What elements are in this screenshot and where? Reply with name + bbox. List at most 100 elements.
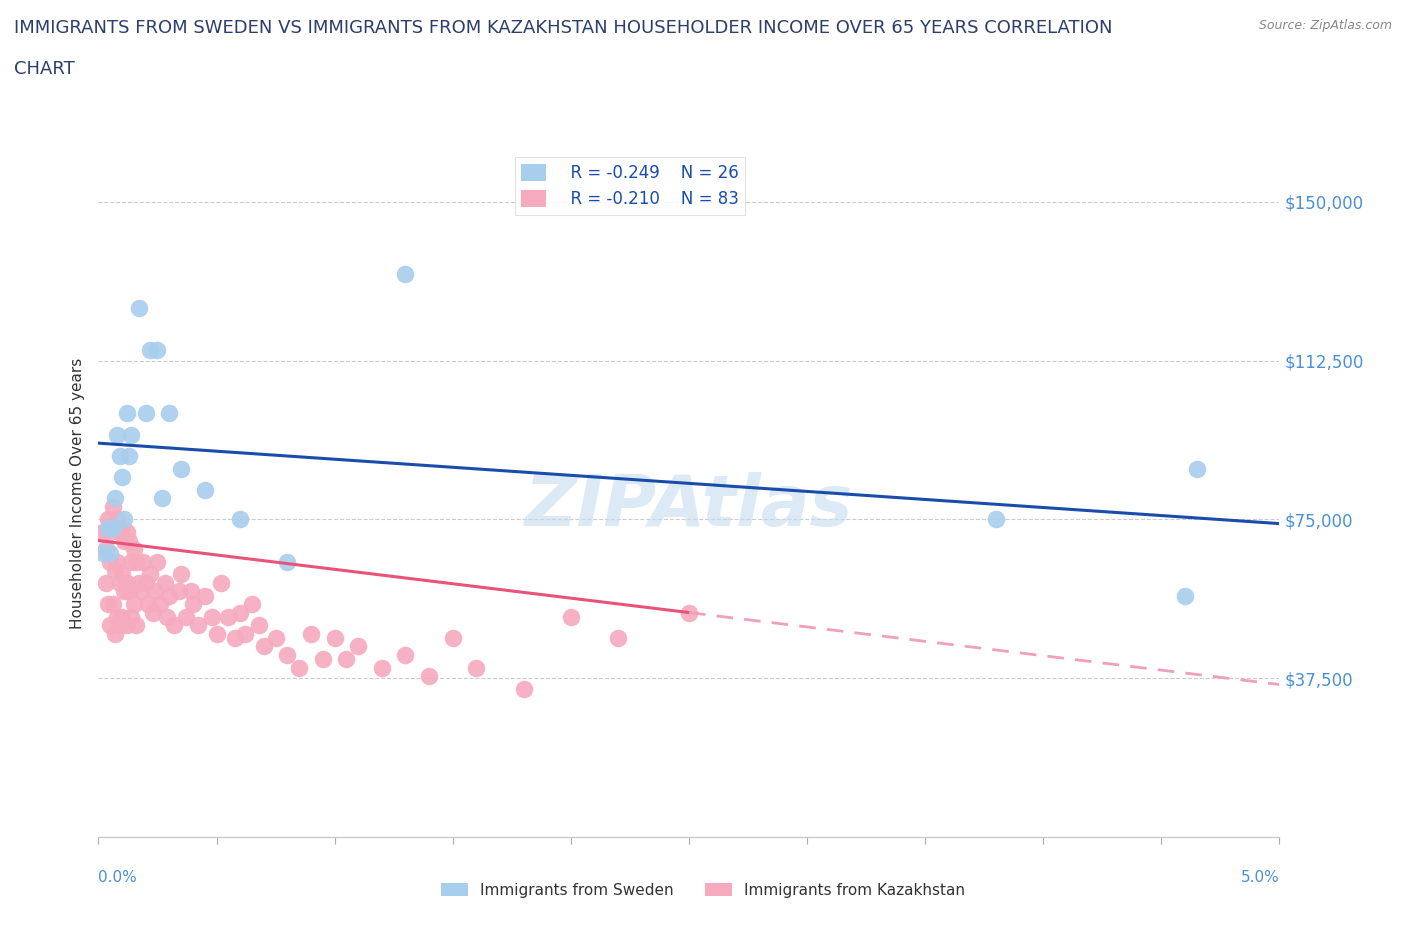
Point	[104, 626, 127, 641]
Point	[264, 631, 287, 645]
Point	[139, 342, 162, 357]
Point	[170, 461, 193, 476]
Point	[217, 609, 239, 624]
Point	[115, 406, 138, 421]
Point	[111, 470, 134, 485]
Point	[142, 605, 165, 620]
Point	[121, 427, 143, 442]
Point	[104, 563, 127, 578]
Point	[312, 652, 335, 667]
Point	[181, 597, 204, 612]
Point	[441, 631, 464, 645]
Point	[167, 584, 190, 599]
Text: 0.0%: 0.0%	[98, 870, 138, 884]
Point	[253, 639, 276, 654]
Point	[111, 567, 134, 582]
Point	[101, 521, 124, 536]
Point	[108, 618, 131, 632]
Point	[98, 525, 121, 539]
Legend:   R = -0.249    N = 26,   R = -0.210    N = 83: R = -0.249 N = 26, R = -0.210 N = 83	[515, 157, 745, 215]
Point	[98, 618, 121, 632]
Point	[112, 584, 135, 599]
Text: ZIPAtlas: ZIPAtlas	[524, 472, 853, 541]
Point	[229, 605, 252, 620]
Point	[98, 554, 121, 569]
Point	[104, 521, 127, 536]
Point	[240, 597, 263, 612]
Text: IMMIGRANTS FROM SWEDEN VS IMMIGRANTS FROM KAZAKHSTAN HOUSEHOLDER INCOME OVER 65 : IMMIGRANTS FROM SWEDEN VS IMMIGRANTS FRO…	[14, 19, 1112, 36]
Point	[125, 554, 148, 569]
Point	[180, 584, 202, 599]
Point	[105, 609, 128, 624]
Point	[132, 554, 155, 569]
Point	[194, 483, 217, 498]
Point	[111, 609, 134, 624]
Point	[157, 406, 180, 421]
Point	[560, 609, 582, 624]
Point	[97, 597, 120, 612]
Point	[1185, 461, 1208, 476]
Point	[247, 618, 270, 632]
Point	[163, 618, 186, 632]
Point	[465, 660, 488, 675]
Point	[146, 342, 169, 357]
Point	[153, 576, 176, 591]
Point	[91, 546, 114, 561]
Point	[118, 584, 141, 599]
Point	[607, 631, 630, 645]
Point	[105, 427, 128, 442]
Point	[97, 512, 120, 526]
Point	[97, 521, 120, 536]
Text: CHART: CHART	[14, 60, 75, 78]
Point	[111, 521, 134, 536]
Point	[136, 597, 159, 612]
Point	[323, 631, 346, 645]
Point	[146, 554, 169, 569]
Point	[299, 626, 322, 641]
Point	[101, 499, 124, 514]
Point	[91, 525, 114, 539]
Point	[512, 682, 534, 697]
Point	[187, 618, 209, 632]
Point	[128, 576, 150, 591]
Point	[347, 639, 370, 654]
Point	[394, 647, 416, 662]
Point	[174, 609, 197, 624]
Point	[143, 584, 166, 599]
Point	[118, 533, 141, 548]
Point	[105, 512, 128, 526]
Point	[209, 576, 232, 591]
Point	[135, 576, 157, 591]
Point	[157, 588, 180, 603]
Legend: Immigrants from Sweden, Immigrants from Kazakhstan: Immigrants from Sweden, Immigrants from …	[434, 876, 972, 904]
Point	[94, 576, 117, 591]
Point	[101, 597, 124, 612]
Point	[156, 609, 179, 624]
Point	[125, 618, 148, 632]
Point	[984, 512, 1007, 526]
Point	[112, 533, 135, 548]
Point	[118, 448, 141, 463]
Point	[150, 491, 173, 506]
Point	[115, 618, 138, 632]
Point	[276, 647, 298, 662]
Point	[104, 491, 127, 506]
Point	[108, 576, 131, 591]
Point	[139, 567, 162, 582]
Y-axis label: Householder Income Over 65 years: Householder Income Over 65 years	[69, 357, 84, 629]
Point	[121, 554, 143, 569]
Point	[288, 660, 311, 675]
Point	[149, 597, 172, 612]
Point	[201, 609, 224, 624]
Point	[122, 541, 145, 556]
Point	[108, 525, 131, 539]
Point	[122, 597, 145, 612]
Point	[121, 609, 143, 624]
Point	[205, 626, 228, 641]
Point	[194, 588, 217, 603]
Point	[98, 546, 121, 561]
Point	[394, 266, 416, 281]
Point	[1174, 588, 1197, 603]
Point	[128, 300, 150, 315]
Point	[129, 584, 152, 599]
